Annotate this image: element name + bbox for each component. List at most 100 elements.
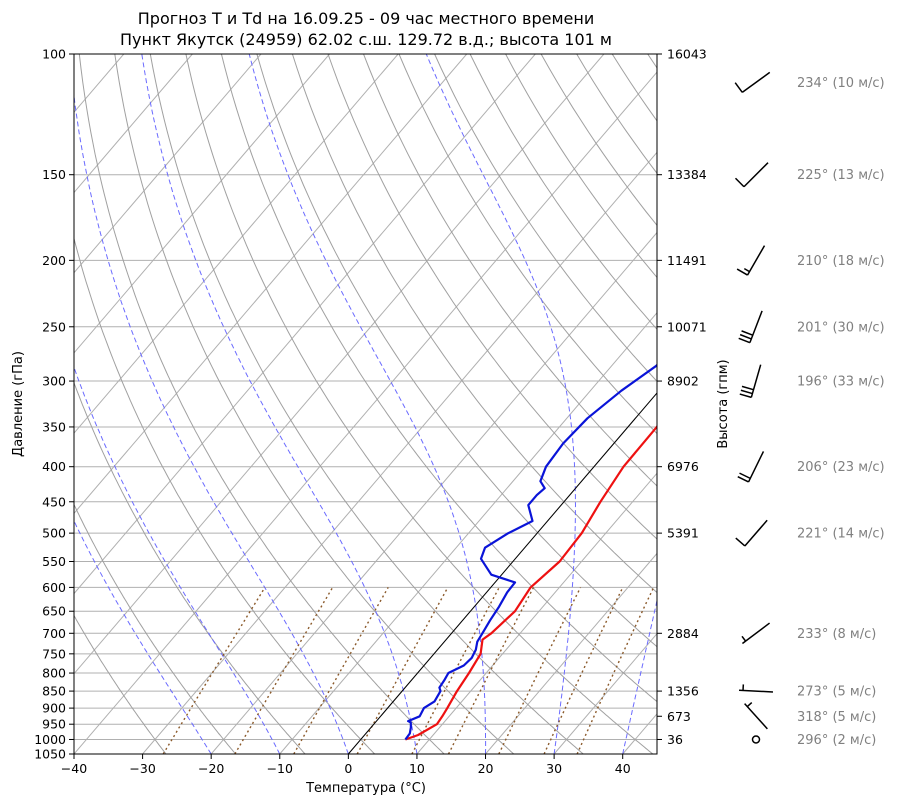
barb-feather [741,330,754,336]
height-tick-label: 8902 [667,374,699,389]
isotherm-line [74,54,330,354]
moist-adiabat-line [141,54,418,754]
wind-barb: 273° (5 м/с) [738,684,876,700]
y-tick-label: 750 [42,646,66,661]
y-tick-label: 850 [42,684,66,699]
x-tick-label: −20 [198,761,224,776]
y-tick-label: 400 [42,459,66,474]
barb-feather [739,333,752,340]
dry-adiabat-line [78,54,445,754]
barb-feather [741,635,747,642]
wind-barb: 206° (23 м/с) [737,451,885,483]
mixing-ratio-line [498,587,582,754]
wind-barb: 210° (18 м/с) [736,245,885,276]
series-line-Td [404,363,657,741]
mixing-ratio-line [356,587,449,754]
y-tick-label: 150 [42,167,66,182]
mixing-ratio-line [576,587,655,754]
wind-label: 273° (5 м/с) [797,685,876,700]
barb-feather [736,268,748,276]
dry-adiabat-line [398,54,657,435]
height-tick-label: 36 [667,732,683,747]
y-tick-label: 600 [42,580,66,595]
wind-barb: 221° (14 м/с) [735,519,885,547]
barb-feather [737,476,749,483]
wind-barb: 196° (33 м/с) [739,364,885,399]
barb-feather [740,389,753,395]
y-tick-label: 650 [42,604,66,619]
dry-adiabat-line [256,54,657,648]
barb-feather [739,472,751,480]
barb-feather [739,393,752,399]
height-tick-label: 673 [667,709,691,724]
height-tick-label: 10071 [667,319,707,334]
y-tick-label: 550 [42,554,66,569]
x-axis-label: Температура (°C) [305,781,426,796]
wind-barb: 318° (5 м/с) [744,702,876,730]
mixing-ratio-line [543,587,624,754]
height-tick-label: 13384 [667,167,707,182]
barb-feather [738,337,751,344]
isotherm-line [622,713,657,754]
barb-feather [746,702,753,708]
y-tick-label: 800 [42,666,66,681]
wind-barb: 296° (2 м/с) [751,733,876,748]
isotherm-line [553,632,657,754]
isotherm-line [485,552,657,754]
wind-label: 318° (5 м/с) [797,710,876,725]
mixing-ratio-line [447,587,535,754]
mixing-ratio-line [162,587,266,754]
chart-title-line1: Прогноз T и Td на 16.09.25 - 09 час мест… [138,9,594,28]
wind-barbs: 234° (10 м/с) 225° (13 м/с) 210° (18 м/с) 2… [734,71,885,748]
y-tick-label: 250 [42,319,66,334]
x-tick-label: 0 [344,761,352,776]
barb-feather [741,385,754,391]
dry-adiabat-line [114,54,515,754]
height-tick-label: 5391 [667,526,699,541]
wind-label: 296° (2 м/с) [797,733,876,748]
y-tick-label: 700 [42,626,66,641]
height-tick-label: 16043 [667,47,707,62]
moist-adiabat-line [248,54,487,754]
wind-label: 210° (18 м/с) [797,254,885,269]
y-tick-label: 1000 [34,732,66,747]
y-tick-label: 950 [42,717,66,732]
moist-adiabat-line [74,92,349,754]
chart-title-line2: Пункт Якутск (24959) 62.02 с.ш. 129.72 в… [120,30,612,49]
mixing-ratio-line [293,587,389,754]
height-axis-label: Высота (гпм) [716,359,731,448]
wind-label: 225° (13 м/с) [797,168,885,183]
barb-shaft [738,689,774,693]
barb-feather [734,82,743,93]
wind-label: 196° (33 м/с) [797,375,885,390]
moist-adiabat-line [74,365,281,754]
plot-background-lines [74,54,900,754]
dry-adiabat-line [611,54,657,122]
dry-adiabat-line [74,236,376,754]
isotherm-line [74,54,468,515]
barb-shaft [746,245,766,276]
dry-adiabat-line [719,54,900,754]
barb-shaft [749,310,763,343]
x-tick-label: −10 [267,761,293,776]
height-tick-label: 2884 [667,626,699,641]
isotherm-line [760,54,900,754]
y-tick-label: 450 [42,494,66,509]
barb-feather [735,537,746,547]
dry-adiabat-line [291,54,657,594]
zero-isotherm-line [347,392,657,754]
y-tick-label: 350 [42,419,66,434]
barb-shaft [741,71,771,93]
wind-label: 234° (10 м/с) [797,76,885,91]
isotherm-line [74,54,193,194]
series-line-T [405,424,657,741]
isotherm-line [74,54,605,675]
y-tick-label: 1050 [34,747,66,762]
wind-label: 201° (30 м/с) [797,320,885,335]
y-tick-label: 200 [42,253,66,268]
barb-shaft [747,451,765,483]
moist-adiabat-line [622,598,657,754]
dry-adiabat-line [363,54,657,487]
